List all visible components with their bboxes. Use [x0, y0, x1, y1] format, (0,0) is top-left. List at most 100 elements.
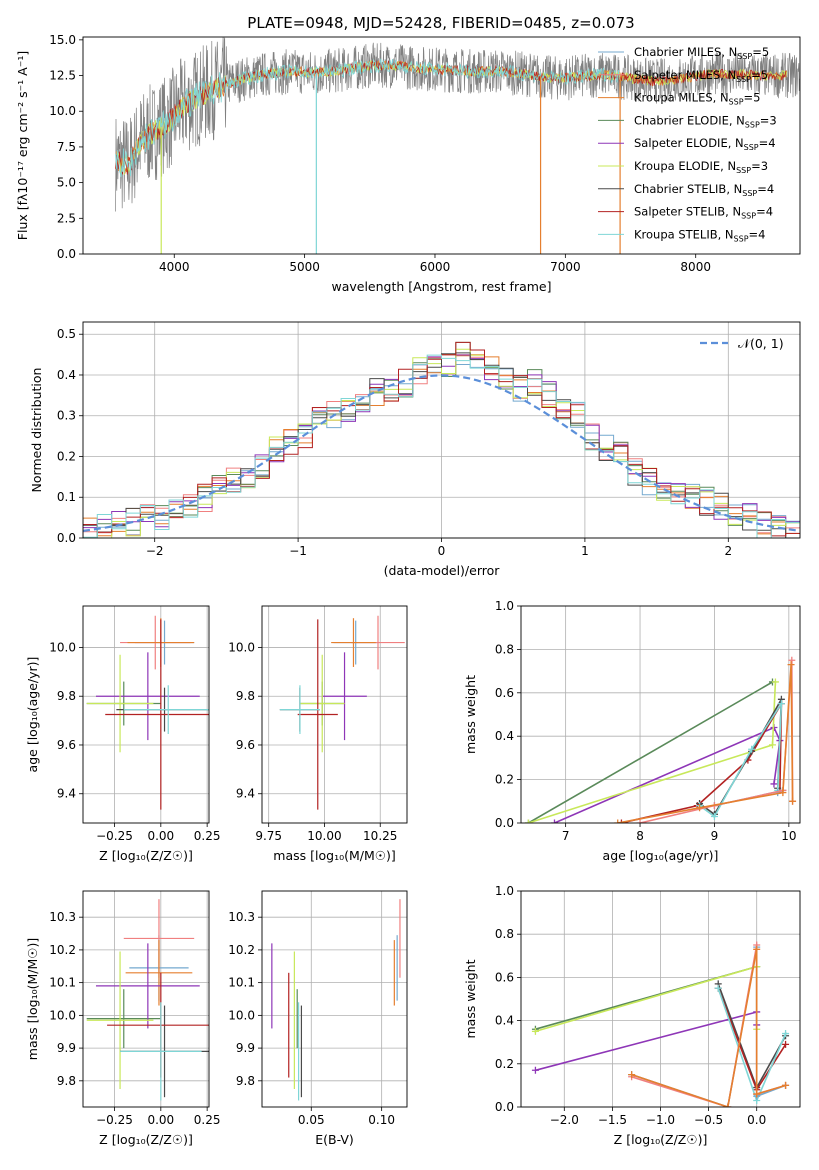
y-tick-label: 0.0	[57, 247, 76, 261]
series-marker	[531, 1066, 539, 1074]
spectrum-line	[115, 58, 621, 178]
plot-area-spectrum	[115, 37, 800, 254]
panel-mass-vs-ebv: 0.05 0.10 9.8 9.9 10.0 10.1 10.2 10.3 E(B-V)	[228, 890, 408, 1147]
spectrum-line	[115, 59, 787, 175]
x-tick-label: 10.00	[307, 829, 341, 843]
legend-entry-sub: SSP	[736, 75, 751, 84]
series-marker	[768, 741, 776, 749]
y-tick-label: 0.6	[495, 970, 514, 984]
legend-entry: Salpeter ELODIE, NSSP=4	[634, 136, 776, 152]
legend-entry: Salpeter STELIB, NSSP=4	[634, 205, 773, 221]
panel-mass-weight-vs-Z: −2.0 −1.5 −1.0 −0.5 0.0 0.0 0.2 0.4 0.6 0.8 1.0 Z […	[463, 884, 801, 1147]
x-tick-label: −0.25	[96, 829, 133, 843]
x-tick-label: 0.25	[194, 829, 221, 843]
x-axis-label: wavelength [Angstrom, rest frame]	[331, 279, 551, 294]
axes-frame	[82, 36, 801, 255]
series-marker	[531, 1027, 539, 1035]
legend-entry-label: Chabrier MILES, N	[634, 45, 737, 59]
axes-frame	[82, 890, 210, 1108]
legend-entry-label: Chabrier STELIB, N	[634, 182, 742, 196]
series-marker	[714, 984, 722, 992]
y-tick-label: 0.5	[57, 327, 76, 341]
series-marker	[777, 700, 785, 708]
legend-entry-tail: =5	[751, 68, 768, 82]
x-axis-label: (data-model)/error	[384, 563, 501, 578]
legend-entry-tail: =3	[760, 113, 777, 127]
x-tick-label: 0.10	[368, 1113, 395, 1127]
y-tick-label: 10.3	[49, 910, 76, 924]
series-marker	[748, 745, 756, 753]
legend-entry-label: Chabrier ELODIE, N	[634, 113, 745, 127]
y-tick-label: 15.0	[49, 33, 76, 47]
legend-entry-sub: SSP	[734, 234, 749, 243]
x-tick-label: −1	[289, 544, 307, 558]
series-marker	[782, 1081, 790, 1089]
x-tick-label: −2	[146, 544, 164, 558]
series-marker	[724, 1103, 732, 1107]
series-marker	[550, 819, 558, 823]
y-tick-label: 10.0	[49, 104, 76, 118]
legend-entry-label: Salpeter MILES, N	[634, 68, 736, 82]
legend-entry-sub: SSP	[736, 166, 751, 175]
series-marker	[753, 1090, 761, 1098]
y-tick-label: 10.2	[49, 943, 76, 957]
x-tick-label: 0.0	[747, 1113, 766, 1127]
series-marker	[628, 1071, 636, 1079]
y-tick-label: 9.9	[236, 1041, 255, 1055]
axes-frame	[82, 605, 210, 824]
x-tick-label: 8	[636, 829, 644, 843]
legend-entry: Kroupa STELIB, NSSP=4	[634, 227, 765, 243]
series-marker	[779, 789, 787, 797]
series-marker	[696, 804, 704, 812]
y-axis-label: mass weight	[463, 959, 478, 1038]
y-tick-label: 9.8	[57, 1074, 76, 1088]
x-tick-label: 10.25	[363, 829, 397, 843]
legend-entry: Chabrier ELODIE, NSSP=3	[634, 113, 777, 129]
panel-mass-vs-Z: −0.25 0.00 0.25 9.8 9.9 10.0 10.1 10.2 10.3 Z [lo…	[25, 890, 221, 1147]
y-axis-label: Normed distribution	[29, 368, 44, 493]
legend-entry-tail: =4	[756, 205, 773, 219]
legend-entry: Kroupa ELODIE, NSSP=3	[634, 159, 768, 175]
legend-entry: 𝒩(0, 1)	[738, 336, 784, 351]
y-tick-label: 0.0	[495, 816, 514, 830]
plot-area-mass-vs-ebv	[271, 899, 401, 1101]
y-tick-label: 0.4	[495, 729, 514, 743]
series-marker	[614, 819, 622, 823]
legend-entry-label: Salpeter ELODIE, N	[634, 136, 744, 150]
x-tick-label: 0.25	[194, 1113, 221, 1127]
y-axis-label: age [log₁₀(age/yr)]	[25, 657, 40, 773]
x-tick-label: −2.0	[550, 1113, 579, 1127]
x-tick-label: −1.0	[646, 1113, 675, 1127]
x-tick-label: 4000	[159, 260, 190, 274]
plot-area-age-vs-Z	[86, 615, 209, 810]
legend-entry-tail: =3	[751, 159, 768, 173]
panel-age-vs-mass: 9.75 10.00 10.25 9.4 9.6 9.8 10.0 mass [log₁₀(M…	[228, 605, 408, 863]
axes-frame	[261, 605, 408, 824]
series-marker	[782, 1030, 790, 1038]
y-tick-label: 0.6	[495, 686, 514, 700]
legend-entry-label: Salpeter STELIB, N	[634, 205, 741, 219]
y-tick-label: 9.6	[57, 738, 76, 752]
legend-entry-tail: =4	[759, 136, 776, 150]
y-tick-label: 10.0	[49, 640, 76, 654]
y-tick-label: 0.4	[495, 1014, 514, 1028]
legend-entry-sub: SSP	[744, 143, 759, 152]
series-marker	[636, 819, 644, 823]
histogram-step	[83, 348, 800, 538]
x-tick-label: 0.05	[298, 1113, 325, 1127]
y-tick-label: 10.3	[228, 910, 255, 924]
series-marker	[771, 678, 779, 686]
y-tick-label: 10.0	[49, 1008, 76, 1022]
plot-area-age-vs-mass	[279, 615, 405, 810]
series-marker	[770, 780, 778, 788]
legend-entry-tail: =4	[749, 227, 766, 241]
y-tick-label: 0.3	[57, 409, 76, 423]
x-axis-label: age [log₁₀(age/yr)]	[603, 848, 719, 863]
x-tick-label: 7	[562, 829, 570, 843]
x-axis-label: Z [log₁₀(Z/Z☉)]	[99, 848, 193, 863]
legend-entry-sub: SSP	[729, 98, 744, 107]
y-tick-label: 0.8	[495, 927, 514, 941]
y-axis-label: mass [log₁₀(M/M☉)]	[25, 938, 40, 1060]
legend-entry-label: Kroupa MILES, N	[634, 91, 729, 105]
y-tick-label: 10.1	[228, 976, 255, 990]
